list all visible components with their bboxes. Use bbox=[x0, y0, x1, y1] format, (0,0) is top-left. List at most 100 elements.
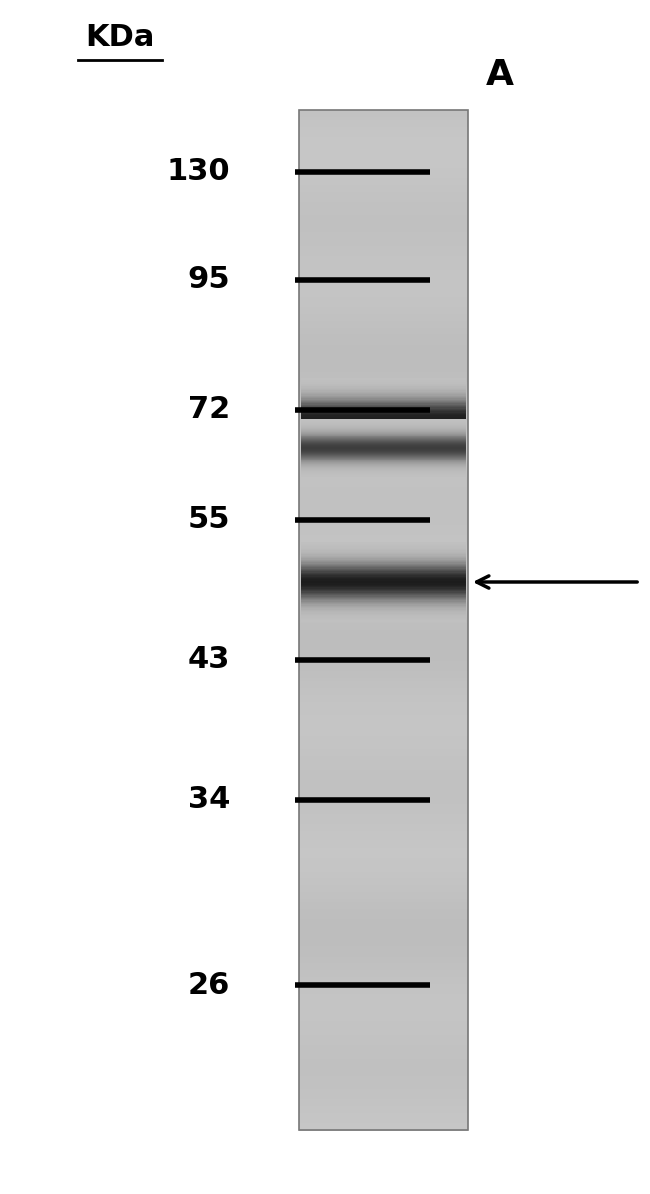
Bar bbox=[299, 450, 468, 454]
Bar bbox=[299, 1045, 468, 1048]
Bar bbox=[299, 511, 468, 515]
Bar bbox=[299, 708, 468, 713]
Bar bbox=[301, 615, 466, 617]
Bar bbox=[301, 423, 466, 424]
Bar bbox=[301, 472, 466, 474]
Text: 43: 43 bbox=[188, 646, 230, 675]
Bar bbox=[301, 387, 466, 388]
Bar bbox=[301, 444, 466, 447]
Bar bbox=[301, 573, 466, 574]
Text: 95: 95 bbox=[187, 265, 230, 295]
Bar bbox=[301, 426, 466, 427]
Bar bbox=[299, 181, 468, 185]
Bar bbox=[299, 971, 468, 974]
Bar bbox=[301, 592, 466, 595]
Bar bbox=[299, 953, 468, 958]
Bar bbox=[299, 226, 468, 229]
Bar bbox=[301, 564, 466, 565]
Bar bbox=[299, 154, 468, 158]
Bar bbox=[299, 892, 468, 896]
Bar bbox=[301, 432, 466, 433]
Bar bbox=[301, 456, 466, 458]
Bar bbox=[301, 444, 466, 445]
Bar bbox=[301, 427, 466, 430]
Bar bbox=[299, 678, 468, 682]
Bar bbox=[299, 375, 468, 380]
Bar bbox=[299, 767, 468, 770]
Bar bbox=[299, 984, 468, 987]
Bar bbox=[301, 560, 466, 561]
Bar bbox=[299, 780, 468, 783]
Text: 72: 72 bbox=[188, 395, 230, 425]
Bar bbox=[299, 675, 468, 678]
Bar bbox=[301, 378, 466, 380]
Bar bbox=[301, 392, 466, 393]
Bar bbox=[299, 899, 468, 903]
Bar bbox=[299, 310, 468, 314]
Bar bbox=[299, 715, 468, 719]
Bar bbox=[299, 378, 468, 382]
Bar bbox=[301, 400, 466, 401]
Bar bbox=[301, 441, 466, 442]
Bar bbox=[299, 1120, 468, 1124]
Bar bbox=[299, 195, 468, 199]
Bar bbox=[299, 501, 468, 505]
Bar bbox=[299, 688, 468, 691]
Bar bbox=[301, 562, 466, 564]
Bar bbox=[301, 430, 466, 431]
Bar bbox=[301, 454, 466, 455]
Bar bbox=[299, 283, 468, 288]
Bar bbox=[299, 470, 468, 474]
Bar bbox=[301, 433, 466, 436]
Bar bbox=[299, 980, 468, 984]
Bar bbox=[301, 384, 466, 387]
Bar bbox=[299, 124, 468, 128]
Bar bbox=[299, 746, 468, 750]
Bar bbox=[301, 559, 466, 560]
Bar bbox=[301, 438, 466, 439]
Text: A: A bbox=[486, 59, 514, 92]
Bar bbox=[299, 712, 468, 715]
Bar bbox=[301, 442, 466, 444]
Bar bbox=[299, 814, 468, 818]
Bar bbox=[301, 431, 466, 433]
Bar bbox=[299, 528, 468, 533]
Bar bbox=[299, 117, 468, 121]
Text: 34: 34 bbox=[188, 786, 230, 814]
Bar bbox=[301, 447, 466, 449]
Bar bbox=[301, 441, 466, 442]
Bar bbox=[299, 804, 468, 807]
Bar bbox=[299, 130, 468, 134]
Bar bbox=[301, 544, 466, 547]
Bar bbox=[299, 790, 468, 794]
Bar bbox=[299, 325, 468, 328]
Bar bbox=[299, 1015, 468, 1018]
Bar bbox=[299, 590, 468, 593]
Bar bbox=[299, 259, 468, 264]
Bar bbox=[299, 592, 468, 597]
Bar bbox=[299, 294, 468, 297]
Bar bbox=[299, 993, 468, 998]
Bar bbox=[299, 334, 468, 338]
Bar bbox=[299, 691, 468, 695]
Bar bbox=[299, 552, 468, 556]
Bar bbox=[301, 451, 466, 454]
Bar bbox=[299, 752, 468, 757]
Bar bbox=[299, 559, 468, 562]
Bar bbox=[301, 417, 466, 419]
Bar bbox=[301, 572, 466, 573]
Bar bbox=[299, 827, 468, 831]
Bar bbox=[299, 940, 468, 943]
Bar bbox=[299, 607, 468, 610]
Bar bbox=[301, 457, 466, 458]
Bar bbox=[301, 618, 466, 621]
Bar bbox=[299, 484, 468, 488]
Bar bbox=[299, 1116, 468, 1120]
Bar bbox=[299, 620, 468, 624]
Bar bbox=[299, 460, 468, 464]
Bar bbox=[299, 739, 468, 743]
Bar bbox=[299, 392, 468, 396]
Bar bbox=[299, 158, 468, 161]
Bar bbox=[299, 614, 468, 617]
Bar bbox=[299, 338, 468, 341]
